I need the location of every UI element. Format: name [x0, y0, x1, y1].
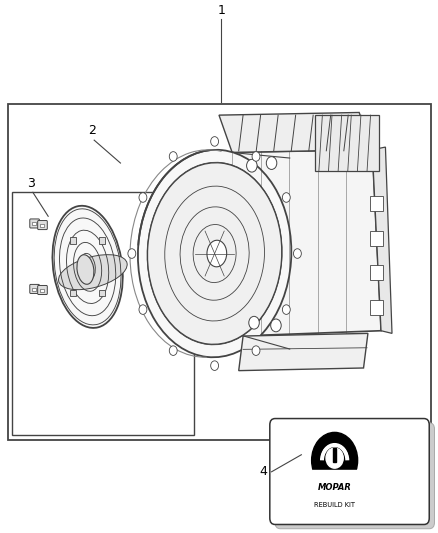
Bar: [32, 222, 36, 225]
Bar: [40, 289, 44, 292]
Text: 4: 4: [259, 465, 267, 478]
Circle shape: [211, 361, 219, 370]
Bar: [370, 265, 383, 280]
Bar: [315, 115, 379, 171]
Bar: [8, 104, 431, 440]
Bar: [311, 470, 357, 490]
FancyBboxPatch shape: [38, 221, 47, 230]
Polygon shape: [239, 333, 368, 370]
FancyBboxPatch shape: [30, 219, 39, 228]
Circle shape: [311, 432, 357, 488]
Ellipse shape: [77, 255, 94, 284]
Bar: [99, 237, 106, 244]
Circle shape: [293, 249, 301, 259]
Circle shape: [249, 317, 259, 329]
Bar: [70, 290, 76, 296]
Bar: [70, 237, 76, 244]
Bar: [370, 300, 383, 315]
FancyBboxPatch shape: [38, 286, 47, 295]
Ellipse shape: [326, 448, 343, 468]
Circle shape: [271, 319, 281, 332]
Circle shape: [252, 152, 260, 161]
Bar: [99, 290, 106, 296]
Circle shape: [211, 136, 219, 146]
Circle shape: [169, 346, 177, 356]
Circle shape: [128, 249, 136, 259]
FancyBboxPatch shape: [275, 423, 434, 529]
Circle shape: [139, 193, 147, 203]
Circle shape: [139, 305, 147, 314]
Polygon shape: [372, 147, 392, 333]
Ellipse shape: [207, 240, 227, 267]
Circle shape: [252, 346, 260, 356]
Polygon shape: [232, 150, 381, 336]
FancyBboxPatch shape: [270, 418, 429, 524]
Bar: [32, 288, 36, 291]
Bar: [370, 196, 383, 211]
Text: MOPAR: MOPAR: [318, 483, 352, 492]
Ellipse shape: [148, 163, 282, 344]
Text: REBUILD KIT: REBUILD KIT: [314, 502, 355, 508]
Circle shape: [169, 152, 177, 161]
Ellipse shape: [59, 255, 127, 289]
Text: 1: 1: [217, 4, 225, 17]
FancyBboxPatch shape: [30, 285, 39, 294]
Circle shape: [283, 193, 290, 203]
Polygon shape: [219, 112, 372, 152]
Bar: [12, 192, 194, 434]
Bar: [40, 224, 44, 227]
Bar: [333, 448, 336, 462]
Circle shape: [283, 305, 290, 314]
Ellipse shape: [138, 150, 291, 357]
Ellipse shape: [53, 206, 123, 328]
Bar: [370, 231, 383, 246]
Circle shape: [247, 159, 257, 172]
Circle shape: [266, 157, 277, 169]
Text: 3: 3: [27, 176, 35, 190]
Text: 2: 2: [88, 125, 96, 138]
